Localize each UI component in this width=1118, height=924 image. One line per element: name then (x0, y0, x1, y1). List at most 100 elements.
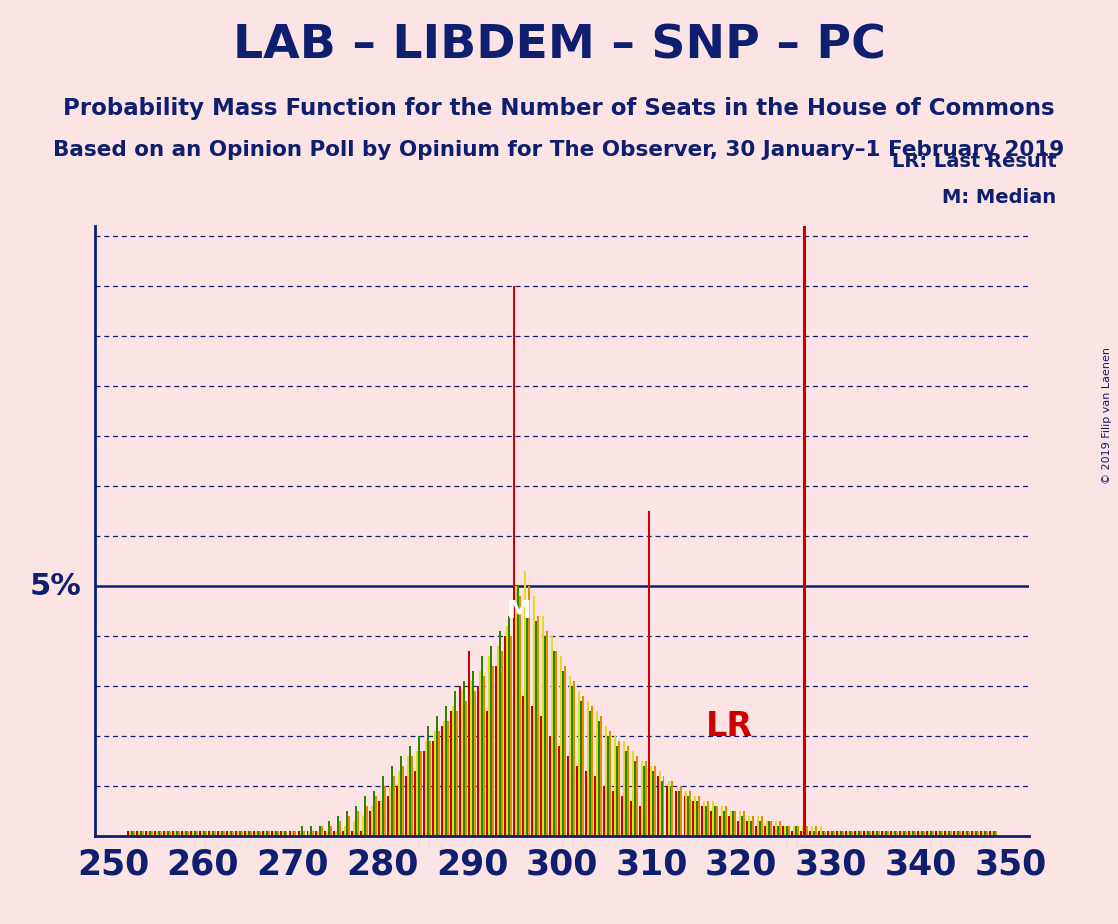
Bar (315, 832, 318, 836)
Bar (524, 571, 525, 836)
Bar (155, 832, 158, 836)
Bar (284, 832, 285, 836)
Bar (302, 826, 303, 836)
Bar (378, 801, 380, 836)
Bar (743, 811, 746, 836)
Bar (306, 832, 309, 836)
Bar (761, 816, 764, 836)
Bar (380, 801, 382, 836)
Bar (344, 826, 347, 836)
Bar (229, 832, 231, 836)
Bar (885, 832, 887, 836)
Bar (294, 832, 296, 836)
Bar (578, 691, 580, 836)
Bar (258, 832, 260, 836)
Bar (809, 832, 812, 836)
Bar (335, 832, 338, 836)
Bar (959, 832, 960, 836)
Bar (282, 832, 284, 836)
Bar (486, 711, 489, 836)
Bar (172, 832, 173, 836)
Bar (910, 832, 912, 836)
Text: LR: Last Result: LR: Last Result (892, 152, 1057, 172)
Bar (585, 772, 587, 836)
Text: Probability Mass Function for the Number of Seats in the House of Commons: Probability Mass Function for the Number… (64, 97, 1054, 120)
Bar (136, 832, 138, 836)
Bar (436, 716, 438, 836)
Bar (833, 832, 835, 836)
Bar (908, 832, 910, 836)
Bar (701, 807, 703, 836)
Bar (481, 656, 483, 836)
Bar (169, 832, 171, 836)
Bar (977, 832, 978, 836)
Bar (420, 751, 423, 836)
Bar (452, 706, 454, 836)
Bar (792, 832, 793, 836)
Bar (982, 832, 984, 836)
Bar (831, 832, 833, 836)
Bar (506, 626, 508, 836)
Text: LR: LR (705, 710, 752, 743)
Bar (451, 711, 452, 836)
Bar (919, 832, 921, 836)
Bar (549, 736, 551, 836)
Bar (804, 826, 806, 836)
Bar (757, 816, 759, 836)
Bar (477, 687, 479, 836)
Bar (679, 791, 681, 836)
Bar (774, 826, 775, 836)
Bar (371, 807, 373, 836)
Bar (670, 786, 672, 836)
Bar (447, 722, 449, 836)
Bar (424, 751, 425, 836)
Bar (459, 687, 461, 836)
Bar (608, 731, 610, 836)
Bar (264, 832, 266, 836)
Bar (721, 807, 723, 836)
Bar (158, 832, 160, 836)
Bar (429, 741, 432, 836)
Bar (589, 711, 590, 836)
Bar (247, 832, 249, 836)
Bar (349, 816, 350, 836)
Bar (665, 786, 667, 836)
Bar (318, 832, 320, 836)
Bar (667, 781, 670, 836)
Bar (394, 776, 395, 836)
Bar (793, 826, 795, 836)
Bar (253, 832, 255, 836)
Bar (416, 751, 418, 836)
Bar (228, 832, 229, 836)
Bar (913, 832, 916, 836)
Text: © 2019 Filip van Laenen: © 2019 Filip van Laenen (1102, 347, 1112, 484)
Bar (396, 786, 398, 836)
Bar (872, 832, 874, 836)
Bar (563, 666, 566, 836)
Bar (288, 832, 291, 836)
Bar (237, 832, 238, 836)
Bar (312, 832, 314, 836)
Bar (369, 811, 371, 836)
Bar (705, 807, 708, 836)
Bar (645, 761, 646, 836)
Bar (246, 832, 247, 836)
Bar (202, 832, 205, 836)
Bar (340, 821, 341, 836)
Bar (492, 666, 494, 836)
Bar (576, 766, 578, 836)
Bar (616, 747, 617, 836)
Bar (766, 821, 768, 836)
Bar (510, 637, 512, 836)
Bar (231, 832, 234, 836)
Bar (255, 832, 257, 836)
Bar (222, 832, 225, 836)
Bar (703, 801, 705, 836)
Bar (552, 651, 555, 836)
Bar (869, 832, 871, 836)
Bar (347, 811, 349, 836)
Bar (587, 701, 589, 836)
Bar (266, 832, 267, 836)
Bar (273, 832, 275, 836)
Bar (854, 832, 856, 836)
